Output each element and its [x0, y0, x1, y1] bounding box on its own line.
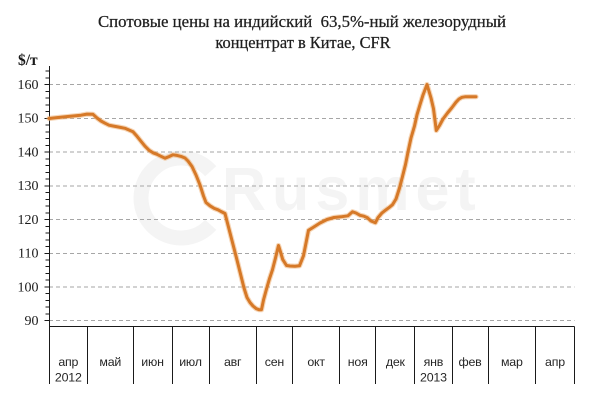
- svg-text:130: 130: [18, 179, 39, 194]
- svg-text:$/т: $/т: [18, 52, 38, 69]
- svg-text:100: 100: [18, 280, 39, 295]
- svg-text:янв: янв: [424, 355, 444, 369]
- svg-text:2012: 2012: [55, 371, 82, 385]
- svg-text:ноя: ноя: [348, 355, 368, 369]
- svg-text:апр: апр: [58, 355, 78, 369]
- svg-text:150: 150: [18, 112, 39, 127]
- svg-text:фев: фев: [458, 355, 482, 369]
- svg-text:июл: июл: [179, 355, 202, 369]
- svg-text:Спотовые цены на индийский 63: Спотовые цены на индийский 63,5%-ный жел…: [98, 12, 506, 31]
- svg-text:110: 110: [18, 247, 38, 262]
- svg-text:160: 160: [18, 78, 39, 93]
- svg-text:мар: мар: [501, 355, 523, 369]
- svg-text:сен: сен: [265, 355, 284, 369]
- svg-text:окт: окт: [307, 355, 325, 369]
- svg-text:120: 120: [18, 213, 39, 228]
- svg-text:2013: 2013: [420, 371, 447, 385]
- svg-text:авг: авг: [224, 355, 242, 369]
- svg-text:май: май: [99, 355, 121, 369]
- svg-text:90: 90: [25, 314, 39, 329]
- svg-text:концентрат в Китае, CFR: концентрат в Китае, CFR: [215, 33, 390, 52]
- svg-text:апр: апр: [545, 355, 565, 369]
- svg-text:июн: июн: [141, 355, 163, 369]
- svg-text:140: 140: [18, 146, 39, 161]
- svg-text:дек: дек: [386, 355, 406, 369]
